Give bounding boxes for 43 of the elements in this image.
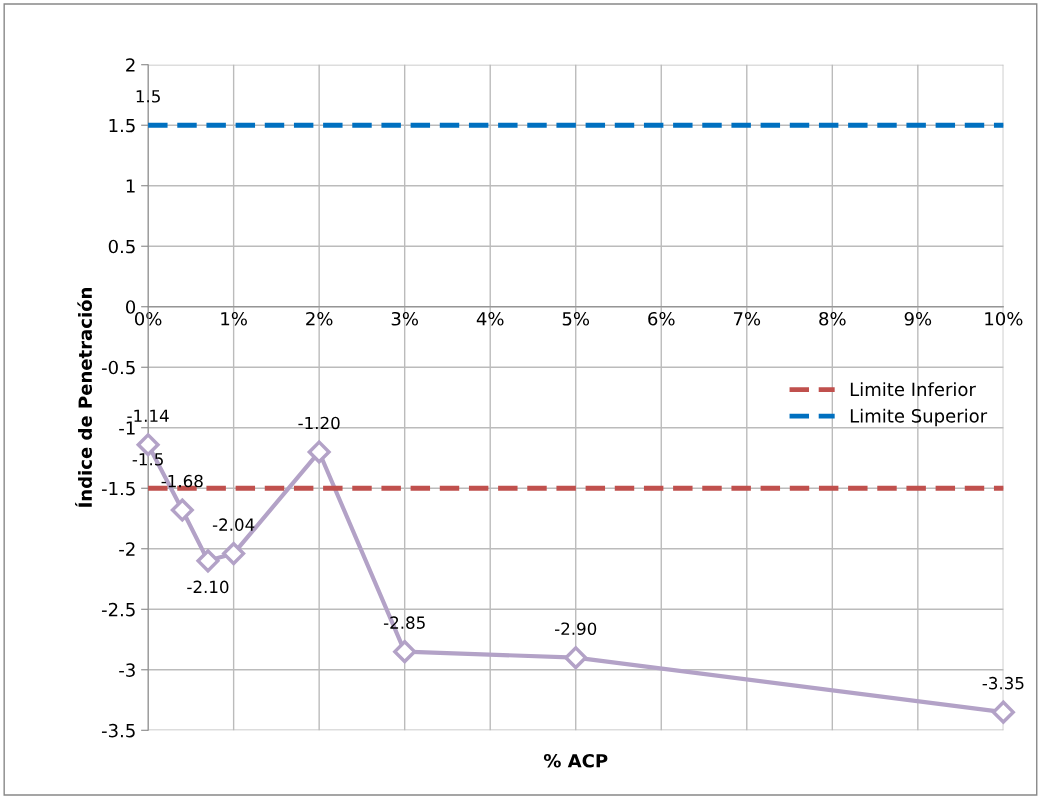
legend-label: Limite Inferior	[850, 382, 976, 397]
y-tick-label: 0.5	[108, 239, 135, 254]
data-label: -2.90	[554, 622, 597, 636]
data-label: -3.35	[982, 676, 1024, 690]
y-tick-label: -2	[119, 542, 135, 556]
y-tick-label: -1.5	[101, 481, 135, 496]
x-tick-label: 2%	[306, 311, 333, 326]
point	[393, 640, 417, 664]
x-tick-label: 8%	[819, 311, 846, 326]
data-label: -2.10	[187, 580, 229, 594]
data-label: -1.20	[298, 416, 340, 430]
y-tick-label: 1	[126, 179, 135, 193]
x-tick-label: 6%	[648, 311, 675, 326]
y-axis-title: Índice de Penetración	[75, 288, 93, 507]
y-tick-label: -1	[119, 421, 135, 435]
x-tick-label: 9%	[904, 311, 932, 326]
x-tick-label: 4%	[476, 311, 504, 326]
legend-label: Limite Superior	[850, 408, 988, 427]
x-tick-label: 5%	[562, 311, 590, 326]
y-tick-label: -3	[119, 663, 135, 677]
y-tick-label: 0	[126, 300, 136, 314]
point	[222, 542, 246, 566]
data-label: -1.68	[161, 474, 203, 488]
data-label: 1.5	[136, 90, 160, 103]
point	[991, 700, 1015, 724]
y-tick-label: 2	[126, 58, 135, 72]
point	[170, 498, 194, 522]
data-label: -2.04	[212, 518, 255, 531]
x-tick-label: 3%	[391, 311, 419, 326]
data-label: -1.14	[127, 409, 169, 422]
point	[196, 549, 220, 573]
x-tick-label: 10%	[985, 311, 1023, 326]
point	[307, 440, 331, 464]
y-tick-label: -3.5	[101, 723, 135, 738]
data-label: -2.85	[383, 616, 425, 629]
point	[564, 646, 588, 670]
x-axis-title: % ACP	[543, 753, 608, 768]
y-tick-label: -2.5	[101, 602, 135, 617]
y-tick-label: -0.5	[101, 360, 135, 375]
x-tick-label: 1%	[221, 311, 247, 326]
y-tick-label: 1.5	[109, 118, 135, 133]
x-tick-label: 0%	[134, 311, 162, 326]
x-tick-label: 7%	[733, 311, 761, 326]
